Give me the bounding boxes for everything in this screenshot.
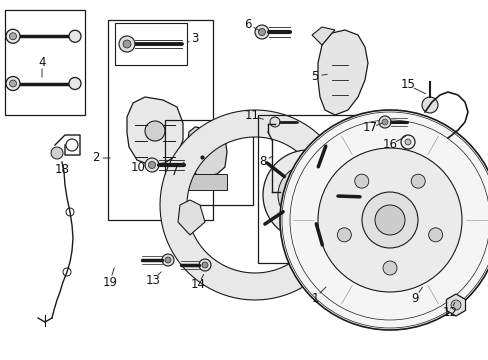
- Text: 15: 15: [400, 78, 415, 91]
- Circle shape: [381, 119, 387, 125]
- Circle shape: [69, 30, 81, 42]
- Bar: [115, 23, 186, 65]
- Bar: [5, 10, 85, 115]
- Polygon shape: [178, 200, 204, 235]
- Circle shape: [361, 192, 417, 248]
- Circle shape: [263, 150, 352, 240]
- Circle shape: [428, 228, 442, 242]
- Circle shape: [199, 259, 210, 271]
- Polygon shape: [186, 127, 226, 177]
- Circle shape: [119, 36, 135, 52]
- Polygon shape: [446, 294, 465, 316]
- Text: 3: 3: [191, 31, 198, 45]
- Circle shape: [354, 174, 368, 188]
- Circle shape: [382, 261, 396, 275]
- Text: 2: 2: [92, 152, 100, 165]
- Circle shape: [148, 162, 155, 168]
- Text: 17: 17: [362, 121, 377, 135]
- Text: 13: 13: [145, 274, 160, 287]
- Circle shape: [374, 205, 404, 235]
- Text: 11: 11: [244, 109, 259, 122]
- Circle shape: [6, 77, 20, 90]
- Text: 18: 18: [55, 163, 69, 176]
- Circle shape: [162, 254, 174, 266]
- Circle shape: [258, 28, 265, 36]
- Text: 4: 4: [38, 55, 46, 68]
- Circle shape: [421, 97, 437, 113]
- Circle shape: [280, 110, 488, 330]
- Circle shape: [51, 147, 63, 159]
- Circle shape: [410, 174, 425, 188]
- Circle shape: [145, 121, 164, 141]
- Polygon shape: [127, 97, 183, 165]
- Circle shape: [317, 148, 461, 292]
- Circle shape: [202, 262, 207, 268]
- Bar: [108, 20, 213, 220]
- Circle shape: [450, 300, 460, 310]
- Circle shape: [269, 117, 280, 127]
- Text: 16: 16: [382, 139, 397, 152]
- Bar: [164, 120, 252, 205]
- Circle shape: [337, 228, 351, 242]
- Circle shape: [404, 139, 410, 145]
- Circle shape: [69, 77, 81, 90]
- Text: 5: 5: [311, 69, 318, 82]
- Circle shape: [123, 40, 131, 48]
- Circle shape: [9, 80, 17, 87]
- Circle shape: [378, 116, 390, 128]
- Bar: [258, 115, 362, 263]
- Circle shape: [164, 257, 171, 263]
- Text: 1: 1: [311, 292, 318, 305]
- Bar: [186, 174, 226, 190]
- Circle shape: [6, 29, 20, 43]
- Text: 14: 14: [190, 279, 205, 292]
- Circle shape: [292, 180, 323, 210]
- Circle shape: [9, 33, 17, 40]
- Circle shape: [254, 25, 268, 39]
- Text: 10: 10: [130, 162, 145, 175]
- Polygon shape: [311, 27, 334, 45]
- Polygon shape: [317, 30, 367, 115]
- Text: 9: 9: [410, 292, 418, 305]
- Circle shape: [278, 165, 337, 225]
- Text: 6: 6: [244, 18, 251, 31]
- Text: 7: 7: [171, 166, 179, 179]
- Text: 8: 8: [259, 156, 266, 168]
- Polygon shape: [160, 110, 344, 300]
- Text: 19: 19: [102, 275, 117, 288]
- Text: 12: 12: [442, 306, 457, 319]
- Circle shape: [145, 158, 159, 172]
